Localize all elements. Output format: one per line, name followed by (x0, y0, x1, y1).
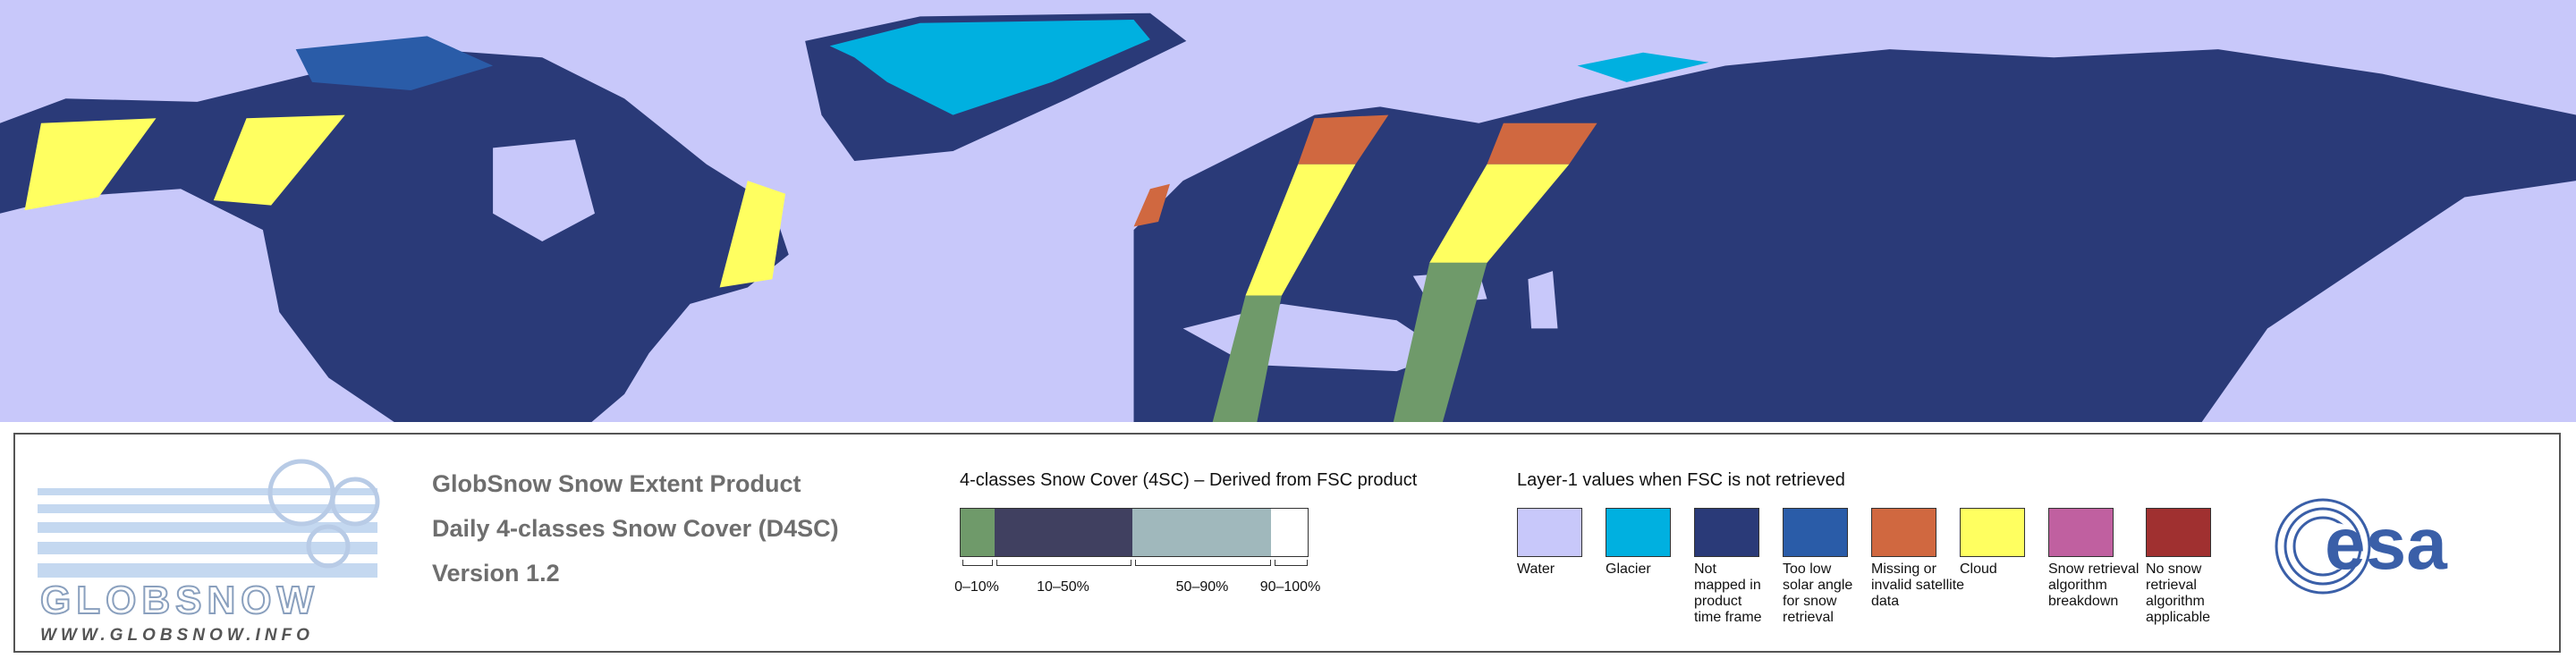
landmasses (0, 13, 2576, 422)
layer1-title: Layer-1 values when FSC is not retrieved (1517, 470, 1845, 490)
layer1-label: solar angle (1783, 578, 1853, 593)
product-subtitle: Daily 4-classes Snow Cover (D4SC) (432, 515, 839, 542)
layer1-swatch (1517, 508, 1582, 557)
snow-class-swatch (961, 509, 995, 556)
layer1-label: Cloud (1960, 561, 1997, 577)
layer1-swatch (1960, 508, 2025, 557)
snow-class-label: 0–10% (954, 579, 999, 595)
layer1-label: mapped in (1694, 578, 1761, 593)
layer1-label: data (1871, 594, 1900, 609)
layer1-label: Missing or (1871, 561, 1936, 577)
globsnow-logo: GLOBSNOW WWW.GLOBSNOW.INFO (38, 459, 380, 645)
esa-wordmark: esa (2325, 503, 2448, 585)
snow-class-label: 50–90% (1175, 579, 1229, 595)
layer1-swatch (2146, 508, 2211, 557)
layer1-label: Too low (1783, 561, 1832, 577)
product-version: Version 1.2 (432, 560, 560, 587)
layer1-label: algorithm (2146, 594, 2205, 609)
snow-class-swatch (994, 509, 1133, 556)
layer1-label: applicable (2146, 610, 2211, 625)
layer1-swatch (2048, 508, 2114, 557)
layer1-label: invalid satellite (1871, 578, 1965, 593)
layer1-swatch (1694, 508, 1759, 557)
layer1-label: for snow (1783, 594, 1837, 609)
layer1-swatch (1783, 508, 1848, 557)
snow-cover-title: 4-classes Snow Cover (4SC) – Derived fro… (960, 470, 1418, 490)
layer1-label: Snow retrieval (2048, 561, 2140, 577)
snow-class-label: 90–100% (1259, 579, 1321, 595)
snow-class-swatch (1271, 509, 1309, 556)
snow-class-label: 10–50% (1037, 579, 1089, 595)
layer1-label: Water (1517, 561, 1555, 577)
logo-wordmark: GLOBSNOW (40, 578, 319, 622)
snow-cover-bar (960, 508, 1309, 557)
layer1-label: No snow (2146, 561, 2202, 577)
layer1-swatch (1871, 508, 1936, 557)
bracket (1135, 560, 1271, 566)
layer1-label: retrieval (2146, 578, 2197, 593)
layer1-label: time frame (1694, 610, 1762, 625)
bracket (1275, 560, 1308, 566)
layer1-label: algorithm (2048, 578, 2107, 593)
snow-class-swatch (1132, 509, 1272, 556)
bracket (996, 560, 1131, 566)
logo-url: WWW.GLOBSNOW.INFO (40, 626, 314, 645)
layer1-label: breakdown (2048, 594, 2119, 609)
layer1-label: product (1694, 594, 1742, 609)
product-title: GlobSnow Snow Extent Product (432, 470, 801, 497)
layer1-label: retrieval (1783, 610, 1834, 625)
esa-logo: esa (2275, 498, 2448, 595)
bracket (962, 560, 993, 566)
layer1-label: Not (1694, 561, 1716, 577)
legend-panel: GLOBSNOW WWW.GLOBSNOW.INFO GlobSnow Snow… (13, 433, 2561, 653)
snow-map (0, 0, 2576, 422)
layer1-label: Glacier (1606, 561, 1651, 577)
layer1-swatch (1606, 508, 1671, 557)
